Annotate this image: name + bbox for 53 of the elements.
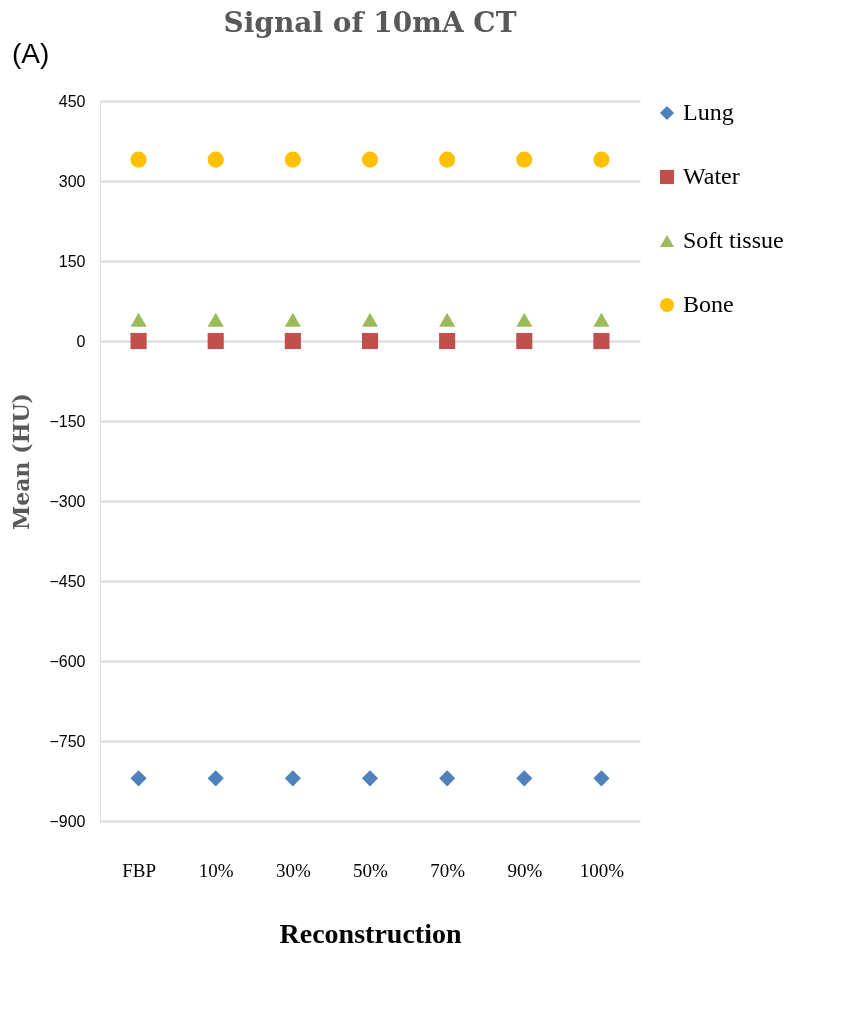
point: [439, 770, 456, 787]
y-tick-label: 150: [58, 252, 86, 270]
x-tick-label: 50%: [353, 859, 389, 881]
y-tick-label: 450: [58, 92, 86, 110]
point: [593, 312, 610, 327]
point: [516, 332, 533, 350]
y-tick-label: −150: [49, 412, 86, 430]
point: [207, 312, 224, 327]
point: [284, 312, 301, 327]
point: [130, 332, 147, 350]
y-tick-label: −900: [49, 812, 86, 830]
x-tick-label: 10%: [198, 859, 234, 881]
x-tick-label: 70%: [430, 859, 466, 881]
point: [593, 770, 610, 787]
x-tick-label: 90%: [507, 859, 543, 881]
point: [130, 312, 147, 327]
point: [361, 332, 379, 350]
point: [593, 151, 610, 168]
y-tick-label: −450: [49, 572, 86, 590]
y-tick-label: −600: [49, 652, 86, 670]
point: [284, 151, 301, 168]
point: [207, 770, 224, 787]
point: [361, 151, 379, 168]
point: [284, 332, 301, 350]
y-tick-label: −300: [49, 492, 86, 510]
y-axis-title: Mean (HU): [8, 392, 35, 531]
y-tick-label: 300: [58, 172, 86, 190]
point: [593, 332, 610, 350]
legend-label: Bone: [683, 291, 734, 317]
legend-label: Water: [683, 163, 740, 189]
x-axis-title: Reconstruction: [279, 917, 462, 949]
point: [439, 151, 456, 168]
legend-label: Lung: [683, 99, 734, 125]
text: (A): [12, 38, 50, 70]
y-tick-label: 0: [76, 332, 86, 350]
point: [207, 151, 224, 168]
point: [130, 151, 147, 168]
point: [207, 332, 224, 350]
point: [284, 770, 301, 787]
point: [439, 312, 456, 327]
point: [516, 770, 533, 787]
chart-title: Signal of 10mA CT: [223, 6, 517, 39]
point: [361, 312, 379, 327]
point: [516, 312, 533, 327]
point: [361, 770, 379, 787]
x-tick-label: 30%: [275, 859, 311, 881]
point: [516, 151, 533, 168]
x-tick-label: 100%: [579, 859, 625, 881]
x-tick-label: FBP: [122, 859, 156, 881]
y-tick-label: −750: [49, 732, 86, 750]
point: [130, 770, 147, 787]
legend-label: Soft tissue: [683, 227, 784, 253]
point: [439, 332, 456, 350]
